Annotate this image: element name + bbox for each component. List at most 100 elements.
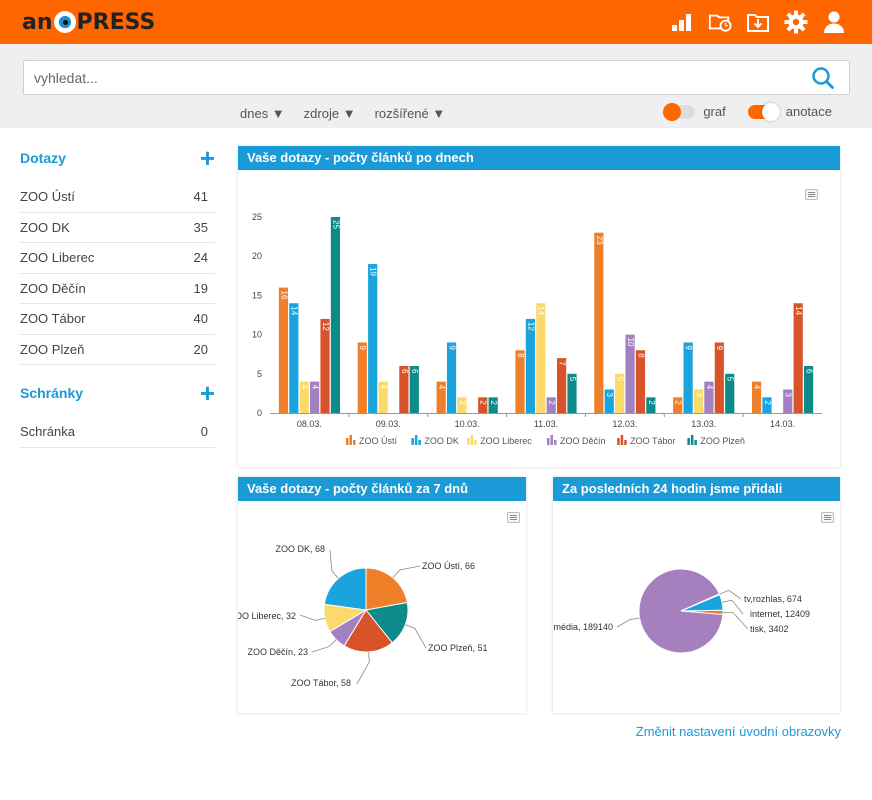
search-input[interactable] — [24, 61, 784, 94]
legend-swatch — [346, 438, 349, 445]
bar-data-label: 16 — [279, 291, 288, 300]
bar — [378, 381, 388, 413]
query-count: 19 — [193, 280, 208, 296]
bar-chart-title: Vaše dotazy - počty článků po dnech — [238, 146, 840, 170]
legend-swatch — [353, 440, 356, 445]
bar — [546, 397, 556, 413]
query-count: 40 — [193, 311, 208, 327]
pie-slice — [365, 567, 408, 611]
query-item[interactable]: ZOO Tábor 40 — [20, 304, 215, 335]
query-label: ZOO Liberec — [20, 250, 95, 266]
pie-slice — [365, 601, 409, 644]
bar-data-label: 4 — [311, 385, 320, 390]
pie-slice-label: .média, 189140 — [553, 622, 613, 632]
bar — [278, 287, 289, 413]
box-item[interactable]: Schránka 0 — [20, 417, 215, 448]
bar-data-label: 2 — [547, 400, 556, 405]
query-item[interactable]: ZOO Plzeň 20 — [20, 335, 215, 365]
search-icon[interactable] — [811, 66, 835, 95]
download-icon[interactable] — [746, 10, 770, 34]
filter-sources-dropdown[interactable]: zdroje ▼ — [303, 106, 356, 121]
bar-data-label: 14 — [290, 306, 299, 315]
bar-data-label: 8 — [516, 353, 525, 358]
query-item[interactable]: ZOO Liberec 24 — [20, 243, 215, 274]
query-label: ZOO Plzeň — [20, 341, 85, 357]
pie-slice-label: internet, 12409 — [750, 609, 810, 619]
bar-data-label: 12 — [321, 322, 330, 331]
pie-chart-7days: ZOO Ústí, 66 ZOO Plzeň, 51 ZOO Tábor, 58 ZO… — [238, 544, 488, 688]
bar-data-label: 2 — [489, 400, 498, 405]
pie-connector — [392, 565, 421, 579]
x-tick-label: 09.03. — [376, 419, 401, 429]
bar — [714, 342, 724, 413]
legend-swatch — [547, 438, 550, 445]
add-query-button[interactable]: + — [199, 143, 215, 173]
signal-icon[interactable] — [670, 10, 694, 34]
bar-chart-menu-button[interactable] — [805, 189, 818, 200]
pie-connector — [405, 624, 427, 649]
bar — [673, 397, 683, 413]
pie-chart-7days-panel: Vaše dotazy - počty článků za 7 dnů ZOO … — [238, 477, 526, 713]
query-item[interactable]: ZOO Děčín 19 — [20, 274, 215, 304]
bar — [289, 303, 299, 413]
x-tick-label: 11.03. — [534, 419, 558, 429]
y-tick-label: 0 — [257, 408, 262, 418]
y-tick-label: 10 — [252, 330, 262, 340]
legend-item: ZOO Tábor — [617, 435, 676, 446]
pie-chart-7days-menu-button[interactable] — [507, 512, 520, 523]
bar-data-label: 6 — [804, 369, 813, 374]
bar — [567, 373, 577, 413]
bar-data-label: 6 — [410, 369, 419, 374]
bar-data-label: 9 — [358, 345, 367, 350]
bar-data-label: 19 — [369, 267, 378, 276]
search-zone: dnes ▼ zdroje ▼ rozšířené ▼ graf anotace — [0, 44, 872, 128]
legend-item: ZOO Liberec — [467, 435, 532, 446]
gear-icon[interactable] — [784, 10, 808, 34]
bar-data-label: 4 — [705, 385, 714, 390]
bar-data-label: 23 — [595, 236, 604, 245]
pie-connector — [299, 614, 325, 621]
bar-data-label: 4 — [752, 385, 761, 390]
query-item[interactable]: ZOO Ústí 41 — [20, 182, 215, 213]
pie-connector — [721, 599, 744, 615]
clock-folder-icon[interactable] — [708, 10, 732, 34]
legend-swatch — [414, 435, 418, 445]
filter-advanced-dropdown[interactable]: rozšířené ▼ — [374, 106, 446, 121]
y-tick-label: 5 — [257, 369, 262, 379]
bar-data-label: 12 — [526, 322, 535, 331]
bar — [446, 342, 457, 413]
legend-swatch — [349, 435, 352, 445]
legend-label: ZOO Děčín — [560, 436, 606, 446]
anopress-logo[interactable]: an PRESS — [22, 9, 155, 35]
legend-item: ZOO DK — [411, 435, 459, 446]
bar — [525, 318, 535, 413]
legend-label: ZOO Tábor — [630, 436, 675, 446]
bar-data-label: 2 — [674, 400, 683, 405]
logo-text-right: PRESS — [76, 9, 156, 35]
pie-slice-label: ZOO Ústí, 66 — [422, 561, 475, 571]
legend-swatch — [694, 440, 697, 445]
query-label: ZOO DK — [20, 219, 70, 235]
bar — [594, 232, 604, 413]
bar-data-label: 9 — [684, 345, 693, 350]
bar-data-label: 5 — [616, 377, 625, 382]
annotation-toggle[interactable] — [747, 102, 780, 121]
change-settings-link[interactable]: Změnit nastavení úvodní obrazovky — [635, 724, 841, 739]
bar — [557, 358, 567, 413]
bar-data-label: 3 — [694, 392, 703, 397]
pie-slice-label: ZOO Tábor, 58 — [291, 678, 351, 688]
user-icon[interactable] — [822, 10, 846, 34]
pie-connector — [719, 589, 742, 600]
pie-chart-24h-menu-button[interactable] — [821, 512, 834, 523]
logo-eye-icon — [53, 11, 76, 33]
bar-data-label: 14 — [537, 306, 546, 315]
filter-today-dropdown[interactable]: dnes ▼ — [240, 106, 285, 121]
graph-toggle[interactable] — [663, 102, 696, 121]
add-box-button[interactable]: + — [199, 378, 215, 408]
pie-slice — [323, 567, 367, 611]
query-item[interactable]: ZOO DK 35 — [20, 213, 215, 243]
pie-slice-label: ZOO Plzeň, 51 — [428, 643, 488, 653]
bar — [604, 389, 614, 413]
pie-connector — [356, 651, 370, 685]
y-tick-label: 15 — [252, 290, 262, 300]
